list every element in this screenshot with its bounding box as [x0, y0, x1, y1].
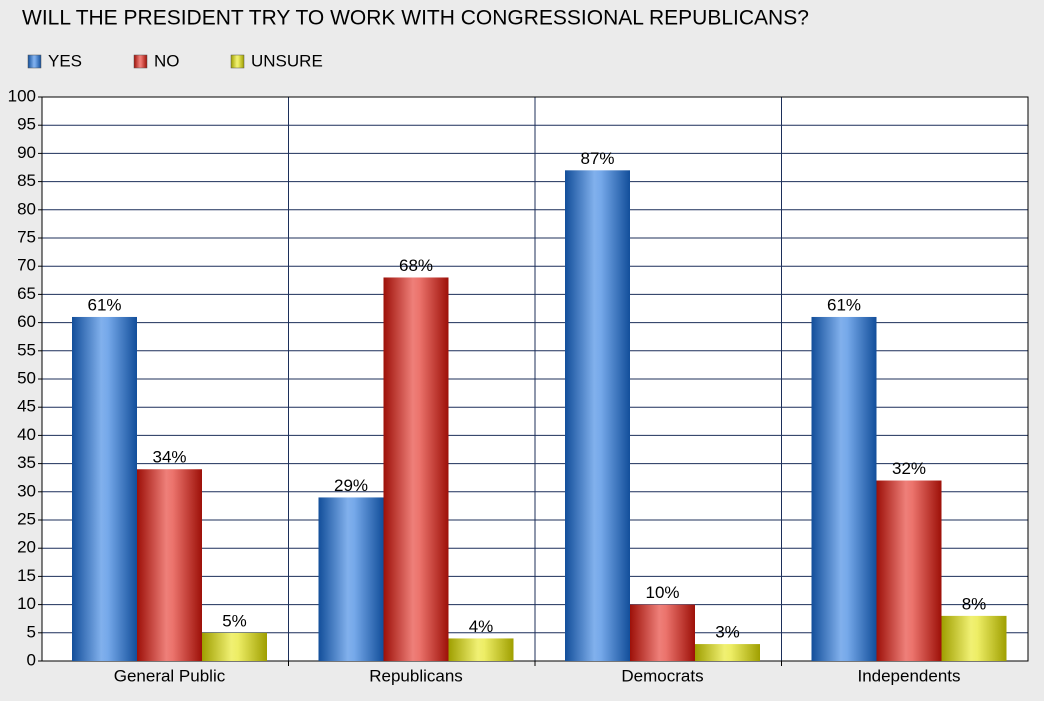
bar	[876, 480, 942, 661]
bar	[448, 638, 514, 661]
y-tick-label: 20	[17, 538, 36, 557]
y-tick-label: 35	[17, 453, 36, 472]
value-label: 8%	[962, 594, 987, 613]
value-label: 4%	[469, 617, 494, 636]
y-tick-label: 100	[8, 86, 36, 105]
value-label: 68%	[399, 256, 433, 275]
y-tick-label: 70	[17, 256, 36, 275]
x-tick-label: Democrats	[621, 666, 703, 685]
y-tick-label: 30	[17, 481, 36, 500]
y-tick-label: 95	[17, 115, 36, 134]
y-tick-label: 45	[17, 397, 36, 416]
value-label: 10%	[645, 583, 679, 602]
bar	[318, 497, 384, 661]
bar	[630, 604, 695, 661]
y-tick-label: 5	[27, 622, 36, 641]
value-label: 32%	[892, 459, 926, 478]
x-tick-label: Independents	[857, 666, 960, 685]
y-tick-label: 25	[17, 509, 36, 528]
bar	[565, 170, 630, 661]
bar	[941, 615, 1007, 661]
x-tick-label: Republicans	[369, 666, 463, 685]
bar	[383, 277, 449, 661]
y-tick-label: 90	[17, 143, 36, 162]
legend-label: UNSURE	[251, 51, 323, 70]
bar	[695, 644, 760, 661]
value-label: 61%	[827, 295, 861, 314]
legend-label: NO	[154, 51, 180, 70]
bar	[202, 632, 267, 661]
x-tick-label: General Public	[114, 666, 226, 685]
value-label: 29%	[334, 476, 368, 495]
y-tick-label: 40	[17, 425, 36, 444]
value-label: 61%	[87, 295, 121, 314]
legend-swatch	[133, 54, 148, 69]
y-tick-label: 60	[17, 312, 36, 331]
bar	[811, 316, 877, 661]
y-tick-label: 75	[17, 227, 36, 246]
y-tick-label: 85	[17, 171, 36, 190]
y-tick-label: 15	[17, 566, 36, 585]
y-tick-label: 10	[17, 594, 36, 613]
y-tick-label: 55	[17, 340, 36, 359]
plot-border	[41, 96, 1029, 662]
value-label: 5%	[222, 611, 247, 630]
legend-label: YES	[48, 51, 82, 70]
legend-swatch	[27, 54, 42, 69]
value-label: 3%	[715, 623, 740, 642]
legend-swatch	[230, 54, 245, 69]
chart-title: WILL THE PRESIDENT TRY TO WORK WITH CONG…	[22, 7, 809, 30]
bar	[72, 316, 137, 661]
value-label: 87%	[580, 149, 614, 168]
value-label: 34%	[152, 448, 186, 467]
y-tick-label: 50	[17, 368, 36, 387]
y-tick-label: 65	[17, 284, 36, 303]
y-tick-label: 0	[27, 650, 36, 669]
y-tick-label: 80	[17, 199, 36, 218]
bar	[137, 469, 202, 661]
